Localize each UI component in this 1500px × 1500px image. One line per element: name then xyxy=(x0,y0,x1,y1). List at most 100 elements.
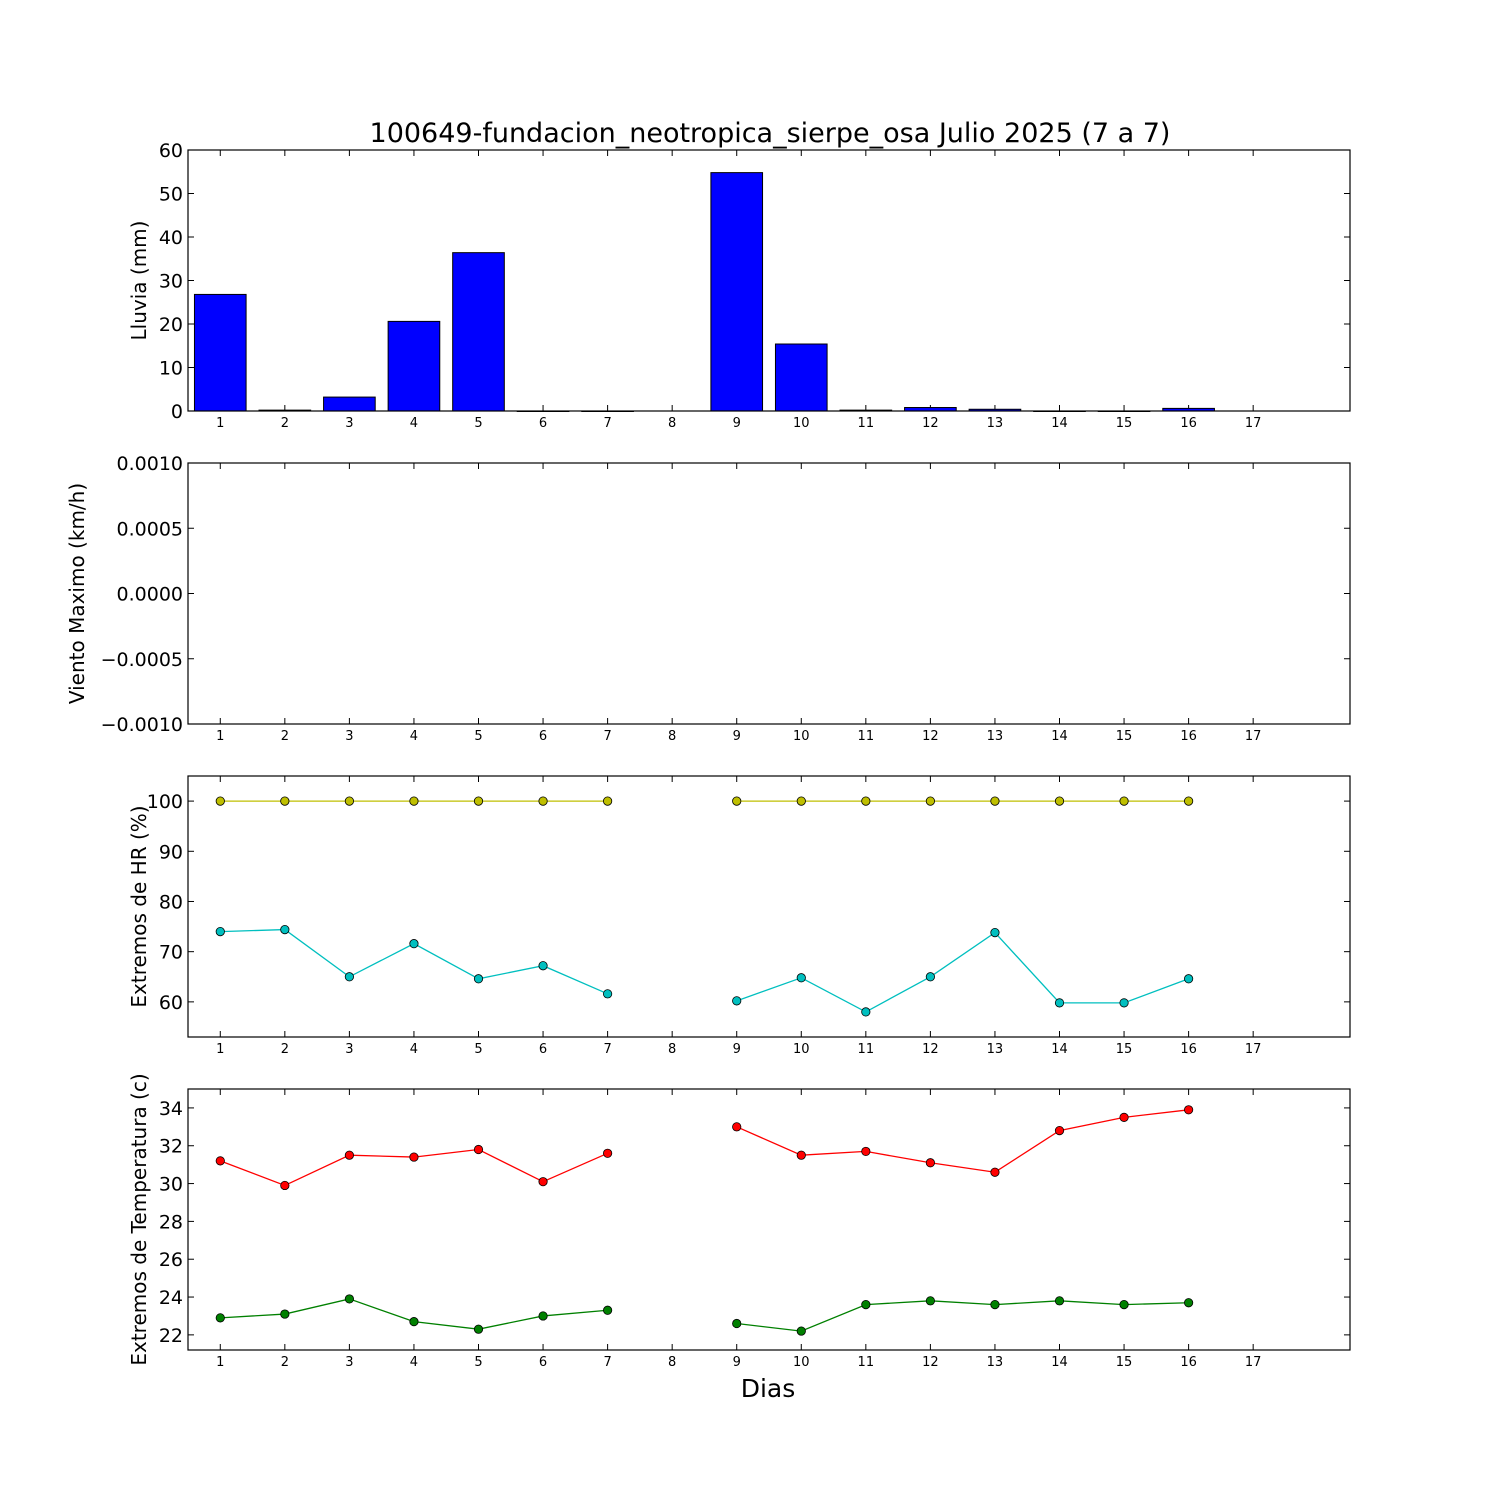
data-point xyxy=(538,1311,548,1321)
data-point xyxy=(1054,1126,1065,1136)
x-axis-label: Dias xyxy=(741,1374,796,1403)
data-point xyxy=(409,796,419,806)
y-tick-label: 28 xyxy=(159,1211,183,1233)
series-line xyxy=(736,1300,1189,1332)
x-tick-label: 14 xyxy=(1051,729,1068,744)
x-tick-label: 8 xyxy=(668,729,676,744)
data-point xyxy=(538,961,548,971)
y-tick-label: 80 xyxy=(159,891,183,913)
data-point xyxy=(861,1007,871,1017)
data-point xyxy=(1184,796,1194,806)
x-tick-label: 5 xyxy=(474,1355,482,1370)
x-tick-label: 6 xyxy=(539,1042,547,1057)
x-tick-label: 17 xyxy=(1245,729,1262,744)
data-point xyxy=(1119,998,1129,1008)
x-tick-label: 9 xyxy=(733,1042,741,1057)
y-tick-label: 50 xyxy=(159,184,183,206)
x-tick-label: 1 xyxy=(216,416,224,431)
data-point xyxy=(473,1144,484,1155)
x-tick-label: 7 xyxy=(603,1042,611,1057)
x-tick-label: 1 xyxy=(216,1042,224,1057)
x-tick-label: 8 xyxy=(668,1355,676,1370)
x-tick-label: 11 xyxy=(858,1355,875,1370)
x-tick-label: 16 xyxy=(1180,1355,1197,1370)
x-tick-label: 14 xyxy=(1051,416,1068,431)
data-point xyxy=(538,796,548,806)
x-tick-label: 10 xyxy=(793,729,810,744)
data-point xyxy=(473,796,484,806)
data-point xyxy=(1184,1105,1194,1115)
x-tick-label: 15 xyxy=(1116,416,1133,431)
data-point xyxy=(344,972,354,982)
y-tick-label: 30 xyxy=(159,1174,183,1196)
x-tick-label: 13 xyxy=(987,416,1004,431)
y-tick-label: 0 xyxy=(171,401,183,423)
data-point xyxy=(603,1148,613,1158)
y-tick-label: 0.0000 xyxy=(117,584,183,606)
x-tick-label: 12 xyxy=(922,416,939,431)
x-tick-label: 17 xyxy=(1245,1355,1262,1370)
x-tick-label: 17 xyxy=(1245,1042,1262,1057)
x-tick-label: 10 xyxy=(793,1042,810,1057)
data-point xyxy=(215,796,225,806)
x-tick-label: 9 xyxy=(733,729,741,744)
x-tick-label: 4 xyxy=(410,729,418,744)
data-point xyxy=(861,1146,871,1157)
data-point xyxy=(732,1318,742,1329)
data-point xyxy=(732,996,742,1006)
x-tick-label: 12 xyxy=(922,1042,939,1057)
y-tick-label: 26 xyxy=(159,1249,183,1271)
x-tick-label: 7 xyxy=(603,1355,611,1370)
x-tick-label: 2 xyxy=(281,1042,289,1057)
x-tick-label: 3 xyxy=(345,729,353,744)
x-tick-label: 16 xyxy=(1180,416,1197,431)
data-point xyxy=(344,1150,354,1160)
y-tick-label: 30 xyxy=(159,271,183,293)
y-tick-label: 60 xyxy=(159,140,183,162)
x-tick-label: 1 xyxy=(216,729,224,744)
x-tick-label: 5 xyxy=(474,1042,482,1057)
y-tick-label: 24 xyxy=(159,1287,183,1309)
data-point xyxy=(280,924,290,935)
x-tick-label: 11 xyxy=(858,1042,875,1057)
y-tick-label: 90 xyxy=(159,841,183,863)
data-point xyxy=(861,1300,871,1310)
series-line xyxy=(736,1109,1189,1173)
data-point xyxy=(280,1180,290,1191)
data-point xyxy=(280,796,290,806)
y-tick-label: −0.0005 xyxy=(101,649,183,671)
x-tick-label: 14 xyxy=(1051,1355,1068,1370)
data-point xyxy=(1119,1112,1129,1122)
x-tick-label: 4 xyxy=(410,1355,418,1370)
data-point xyxy=(215,926,225,937)
data-point xyxy=(1119,1300,1129,1310)
x-tick-label: 3 xyxy=(345,416,353,431)
data-point xyxy=(215,1313,225,1323)
data-point xyxy=(1054,1296,1065,1306)
x-tick-label: 1 xyxy=(216,1355,224,1370)
data-point xyxy=(925,1296,935,1306)
data-point xyxy=(732,1122,742,1132)
y-tick-label: 34 xyxy=(159,1098,183,1120)
data-point xyxy=(925,796,935,806)
series-line xyxy=(736,931,1189,1013)
x-tick-label: 15 xyxy=(1116,1355,1133,1370)
x-tick-label: 13 xyxy=(987,1042,1004,1057)
bar xyxy=(710,172,764,412)
data-point xyxy=(473,1324,484,1334)
data-point xyxy=(603,796,613,806)
x-tick-label: 6 xyxy=(539,416,547,431)
x-tick-label: 15 xyxy=(1116,1042,1133,1057)
data-point xyxy=(990,1167,1000,1177)
x-tick-label: 2 xyxy=(281,416,289,431)
y-tick-label: 0.0005 xyxy=(117,518,183,540)
data-point xyxy=(1054,796,1065,806)
axes-frame xyxy=(187,462,1351,725)
data-point xyxy=(796,1150,806,1160)
bar xyxy=(452,252,505,412)
x-tick-label: 11 xyxy=(858,416,875,431)
